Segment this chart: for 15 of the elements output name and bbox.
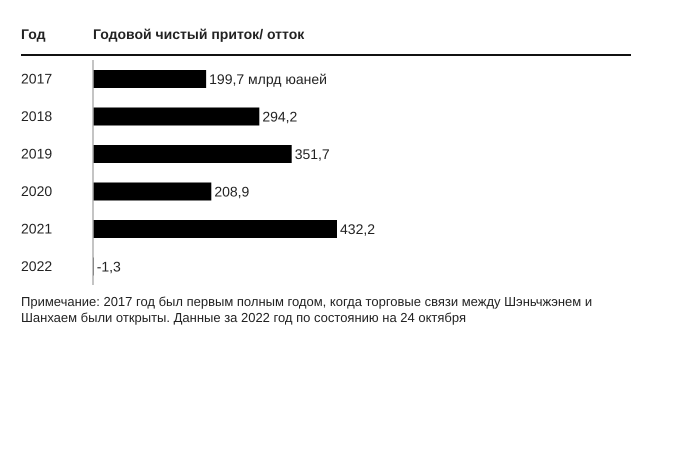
y-tick-label: 2022 <box>21 258 52 274</box>
data-label: 208,9 <box>214 183 250 200</box>
y-tick-label: 2019 <box>21 146 52 162</box>
data-label: 432,2 <box>340 220 376 237</box>
data-label: 294,2 <box>262 108 298 124</box>
x-axis-title: Годовой чистый приток/ отток <box>93 26 304 42</box>
y-tick-label: 2018 <box>21 108 52 124</box>
y-tick-label: 2017 <box>21 70 52 87</box>
y-axis-title: Год <box>21 26 46 42</box>
data-label: 351,7 <box>294 146 330 162</box>
text: Примечание: 2017 год был первым полным годом, когда торговые связи между Шэньчжэнем и Шанхаем были открыты. Данные за 2022 год по состоянию на 24 октября <box>21 294 594 326</box>
y-tick-label: 2021 <box>21 220 52 237</box>
data-label: -1,3 <box>96 258 122 274</box>
y-tick-label: 2020 <box>21 183 52 200</box>
data-label: 199,7 млрд юаней <box>209 70 328 87</box>
